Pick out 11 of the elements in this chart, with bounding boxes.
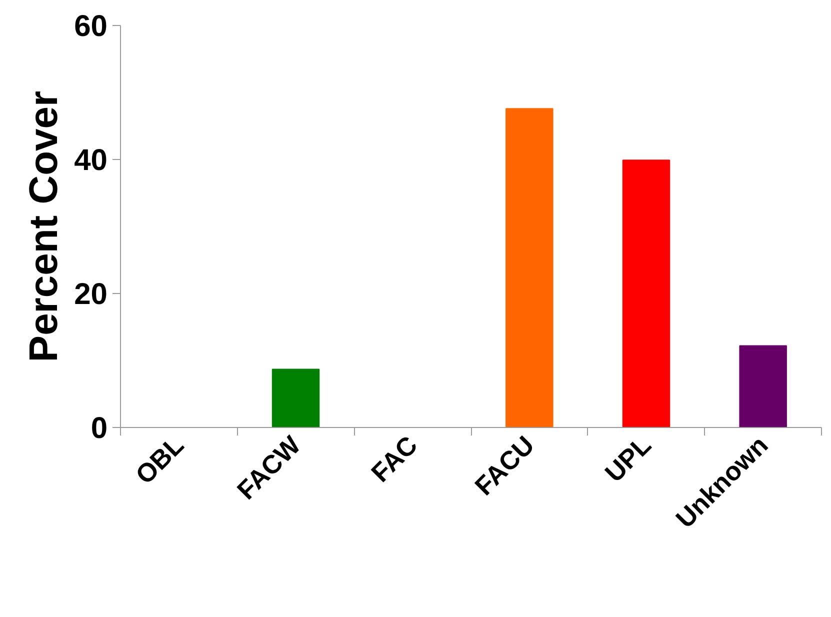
y-tick-label: 0 [90,412,108,445]
bar [506,108,554,428]
x-tick-label: UPL [598,430,657,488]
bar [272,368,320,428]
x-tick-label: OBL [129,430,190,490]
y-tick-label: 20 [74,278,108,311]
y-tick-label: 60 [74,10,108,43]
y-tick-label: 40 [74,144,108,177]
bar [739,345,787,428]
y-axis-title: Percent Cover [22,90,66,362]
bar [622,160,670,428]
